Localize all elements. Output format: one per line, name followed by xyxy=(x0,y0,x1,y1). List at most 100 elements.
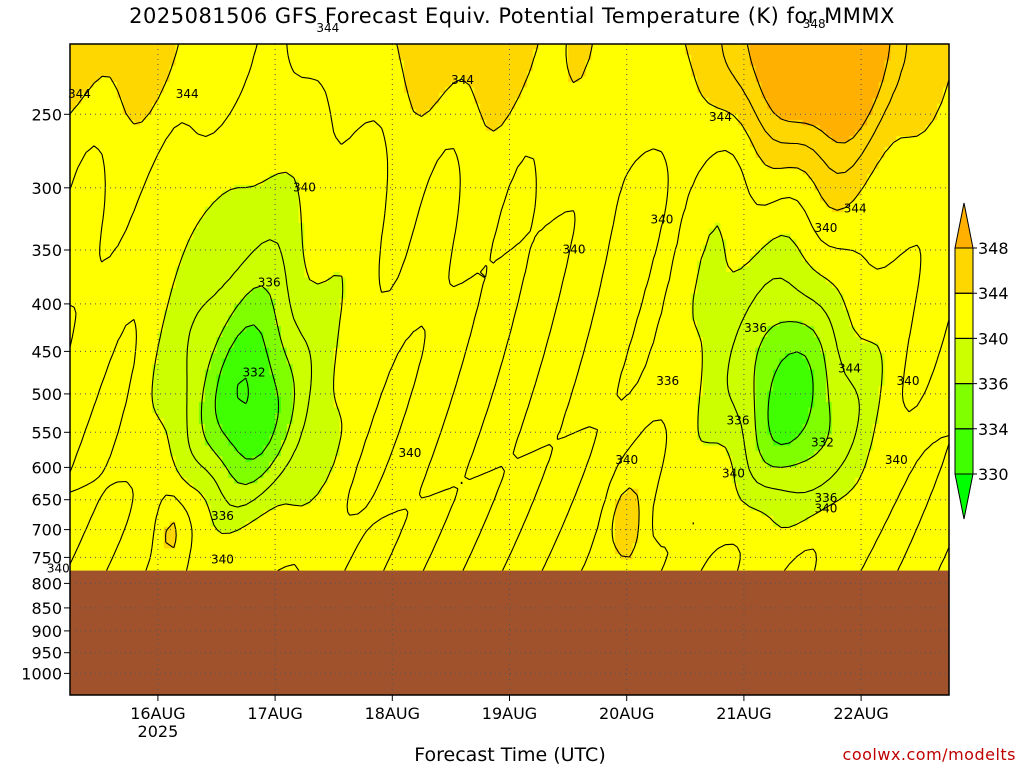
field-cell xyxy=(134,418,141,425)
field-cell xyxy=(122,380,130,387)
field-cell xyxy=(111,450,118,457)
field-cell xyxy=(333,537,341,544)
field-cell xyxy=(269,288,276,295)
field-cell xyxy=(275,206,282,213)
field-cell xyxy=(333,543,341,550)
field-cell xyxy=(163,369,171,376)
field-cell xyxy=(281,391,288,398)
field-cell xyxy=(210,49,218,56)
field-cell xyxy=(239,114,247,121)
field-cell xyxy=(322,60,329,67)
field-cell xyxy=(111,553,118,560)
field-cell xyxy=(187,147,194,154)
field-cell xyxy=(193,125,200,132)
field-cell xyxy=(81,163,89,170)
field-cell xyxy=(286,434,294,441)
field-cell xyxy=(275,228,282,235)
field-cell xyxy=(304,141,311,148)
field-cell xyxy=(111,380,118,387)
field-cell xyxy=(228,450,235,457)
field-cell xyxy=(157,114,165,121)
field-cell xyxy=(357,288,364,295)
field-cell xyxy=(234,239,241,246)
field-cell xyxy=(122,54,130,61)
field-cell xyxy=(368,233,376,240)
field-cell xyxy=(204,326,212,333)
field-cell xyxy=(310,271,317,278)
field-cell xyxy=(198,174,206,181)
field-cell xyxy=(251,304,259,311)
field-cell xyxy=(222,369,229,376)
field-cell xyxy=(216,266,223,273)
plot-background xyxy=(70,44,950,571)
field-cell xyxy=(111,233,118,240)
field-cell xyxy=(116,467,124,474)
field-cell xyxy=(316,402,323,408)
field-cell xyxy=(310,429,317,436)
field-cell xyxy=(281,228,288,235)
field-cell xyxy=(281,478,288,484)
field-cell xyxy=(140,255,147,262)
field-cell xyxy=(216,391,223,398)
field-cell xyxy=(327,282,335,289)
field-cell xyxy=(70,385,77,392)
field-cell xyxy=(70,223,77,229)
field-cell xyxy=(351,54,358,61)
field-cell xyxy=(105,472,112,479)
field-cell xyxy=(222,434,229,441)
field-cell xyxy=(187,163,194,170)
field-cell xyxy=(70,407,77,414)
field-cell xyxy=(345,380,352,387)
field-cell xyxy=(281,277,288,284)
field-cell xyxy=(163,125,171,132)
field-cell xyxy=(128,152,136,159)
field-cell xyxy=(169,250,177,257)
field-cell xyxy=(204,396,212,403)
field-cell xyxy=(251,141,259,148)
field-cell xyxy=(204,92,212,99)
field-cell xyxy=(263,174,270,181)
field-cell xyxy=(193,54,200,61)
field-cell xyxy=(368,212,376,219)
field-cell xyxy=(263,223,270,229)
field-cell xyxy=(228,60,235,67)
field-cell xyxy=(169,174,177,181)
field-cell xyxy=(357,98,364,105)
field-cell xyxy=(316,217,323,224)
field-cell xyxy=(263,136,270,143)
field-cell xyxy=(122,60,130,67)
field-cell xyxy=(193,391,200,398)
field-cell xyxy=(204,195,212,202)
field-cell xyxy=(146,526,153,533)
field-cell xyxy=(316,141,323,148)
field-cell xyxy=(122,532,130,539)
field-cell xyxy=(122,407,130,414)
field-cell xyxy=(368,98,376,105)
field-cell xyxy=(181,412,188,419)
field-cell xyxy=(322,402,329,408)
field-cell xyxy=(316,223,323,229)
field-cell xyxy=(152,337,159,343)
field-cell xyxy=(281,179,288,186)
field-cell xyxy=(111,304,118,311)
field-cell xyxy=(163,179,171,186)
field-cell xyxy=(322,537,329,544)
field-cell xyxy=(163,109,171,116)
field-cell xyxy=(105,223,112,229)
field-cell xyxy=(327,125,335,132)
field-cell xyxy=(327,472,335,479)
field-cell xyxy=(298,543,305,550)
field-cell xyxy=(146,212,153,219)
field-cell xyxy=(193,472,200,479)
field-cell xyxy=(363,103,370,110)
field-cell xyxy=(239,494,247,501)
field-cell xyxy=(216,461,223,468)
field-cell xyxy=(222,239,229,246)
field-cell xyxy=(257,201,264,208)
field-cell xyxy=(157,456,165,463)
field-cell xyxy=(198,87,206,94)
field-cell xyxy=(239,76,247,83)
field-cell xyxy=(204,412,212,419)
field-cell xyxy=(327,516,335,522)
field-cell xyxy=(122,293,130,300)
